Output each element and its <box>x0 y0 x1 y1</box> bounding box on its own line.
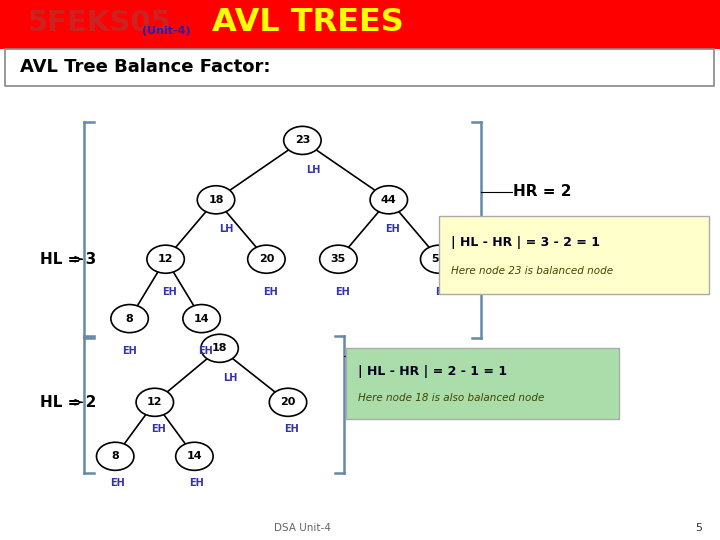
Text: | HL - HR | = 3 - 2 = 1: | HL - HR | = 3 - 2 = 1 <box>451 235 600 248</box>
Text: LH: LH <box>220 225 234 234</box>
Circle shape <box>370 186 408 214</box>
Circle shape <box>96 442 134 470</box>
Text: 14: 14 <box>186 451 202 461</box>
Text: 52: 52 <box>431 254 447 264</box>
Text: LH: LH <box>306 165 320 175</box>
Text: HR = 1: HR = 1 <box>362 349 420 364</box>
Text: EH: EH <box>436 287 450 296</box>
FancyBboxPatch shape <box>0 0 720 49</box>
Text: HL = 3: HL = 3 <box>40 252 96 267</box>
Text: EH: EH <box>198 346 212 356</box>
Circle shape <box>136 388 174 416</box>
Text: Here node 23 is balanced node: Here node 23 is balanced node <box>451 266 613 276</box>
Text: EH: EH <box>284 424 299 434</box>
FancyBboxPatch shape <box>5 49 714 86</box>
Circle shape <box>183 305 220 333</box>
Text: HL = 2: HL = 2 <box>40 395 96 410</box>
Circle shape <box>147 245 184 273</box>
Text: AVL Tree Balance Factor:: AVL Tree Balance Factor: <box>20 58 271 77</box>
Circle shape <box>284 126 321 154</box>
Text: 12: 12 <box>147 397 163 407</box>
Text: 8: 8 <box>112 451 119 461</box>
Text: (Unit-4): (Unit-4) <box>142 26 191 36</box>
Text: | HL - HR | = 2 - 1 = 1: | HL - HR | = 2 - 1 = 1 <box>358 365 507 378</box>
Text: 8: 8 <box>126 314 133 323</box>
Text: EH: EH <box>151 424 166 434</box>
Text: 18: 18 <box>208 195 224 205</box>
Text: 5FEKS05: 5FEKS05 <box>27 9 171 37</box>
Text: EH: EH <box>122 346 137 356</box>
Circle shape <box>320 245 357 273</box>
Text: LH: LH <box>223 373 238 383</box>
Text: EH: EH <box>189 478 204 488</box>
Text: 23: 23 <box>294 136 310 145</box>
Text: HR = 2: HR = 2 <box>513 184 572 199</box>
Text: 20: 20 <box>258 254 274 264</box>
Text: 5: 5 <box>695 523 702 533</box>
Text: 14: 14 <box>194 314 210 323</box>
Text: EH: EH <box>263 287 277 296</box>
Circle shape <box>248 245 285 273</box>
FancyBboxPatch shape <box>439 216 709 294</box>
Text: AVL TREES: AVL TREES <box>212 7 404 38</box>
Text: 20: 20 <box>280 397 296 407</box>
FancyBboxPatch shape <box>346 348 619 418</box>
Text: 12: 12 <box>158 254 174 264</box>
Text: EH: EH <box>162 287 176 296</box>
Text: DSA Unit-4: DSA Unit-4 <box>274 523 330 533</box>
Circle shape <box>111 305 148 333</box>
Text: EH: EH <box>385 225 400 234</box>
Text: 44: 44 <box>381 195 397 205</box>
Circle shape <box>420 245 458 273</box>
Circle shape <box>201 334 238 362</box>
Text: 35: 35 <box>330 254 346 264</box>
Circle shape <box>269 388 307 416</box>
Circle shape <box>176 442 213 470</box>
Text: Here node 18 is also balanced node: Here node 18 is also balanced node <box>358 393 544 403</box>
Text: EH: EH <box>110 478 125 488</box>
Text: EH: EH <box>335 287 349 296</box>
Text: 18: 18 <box>212 343 228 353</box>
Circle shape <box>197 186 235 214</box>
